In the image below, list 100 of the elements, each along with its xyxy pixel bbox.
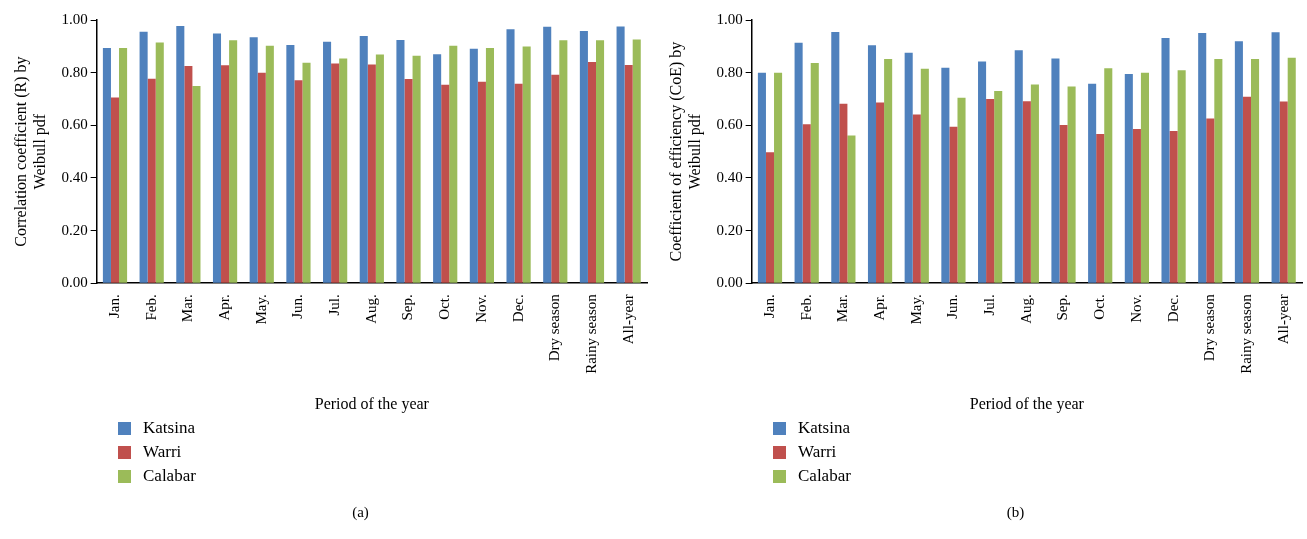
- bar: [802, 124, 811, 283]
- x-tick-label: Apr.: [216, 294, 232, 321]
- x-axis-title: Period of the year: [314, 394, 430, 413]
- bar: [1198, 32, 1207, 283]
- bar: [757, 72, 766, 283]
- bar: [294, 80, 303, 283]
- bar: [192, 86, 201, 283]
- x-tick-label: May.: [252, 294, 269, 325]
- bar: [839, 103, 848, 283]
- bar: [1124, 73, 1133, 283]
- x-tick-label: Aug.: [1017, 294, 1034, 324]
- y-tick-label: 0.40: [716, 168, 743, 185]
- bar: [212, 33, 222, 283]
- bar: [1169, 131, 1178, 283]
- bar: [616, 26, 625, 283]
- legend-label: Warri: [143, 442, 182, 462]
- bar: [1051, 58, 1060, 283]
- bar: [949, 126, 958, 283]
- x-tick-label: Sep.: [1054, 294, 1071, 321]
- x-tick-label: May.: [907, 294, 924, 325]
- bar: [359, 36, 368, 283]
- bar: [632, 39, 641, 283]
- x-tick-label: Apr.: [871, 294, 887, 321]
- bar: [1271, 32, 1280, 283]
- bar: [1279, 101, 1288, 283]
- x-tick-label: Feb.: [142, 294, 159, 321]
- bar: [876, 102, 885, 283]
- bar: [596, 40, 605, 283]
- x-tick-label: Nov.: [472, 294, 489, 323]
- x-tick-label: Sep.: [399, 294, 416, 321]
- bar: [506, 29, 515, 283]
- bar: [1030, 84, 1039, 283]
- bar: [986, 98, 995, 283]
- y-tick-label: 0.60: [716, 116, 743, 133]
- bar: [1059, 125, 1068, 283]
- bar: [323, 41, 332, 283]
- bar: [774, 72, 783, 283]
- bar: [1067, 86, 1076, 283]
- bar: [1206, 118, 1215, 283]
- bar: [920, 68, 929, 283]
- x-tick-label: Rainy season: [582, 293, 599, 374]
- y-axis-title: Correlation coefficient (R) by Weibull pdf: [11, 56, 49, 247]
- x-tick-label: Oct.: [436, 294, 453, 320]
- bar: [265, 45, 274, 283]
- bar: [941, 67, 950, 283]
- bar: [249, 37, 258, 283]
- bar: [579, 31, 588, 283]
- x-tick-label: All-year: [619, 294, 636, 345]
- x-tick-label: Oct.: [1091, 294, 1108, 320]
- bar: [229, 40, 238, 283]
- x-axis-title: Period of the year: [969, 394, 1085, 413]
- bar: [147, 78, 156, 283]
- bar: [331, 63, 340, 283]
- x-tick-label: Dec.: [1164, 294, 1181, 323]
- x-tick-label: Jun.: [944, 294, 961, 319]
- bar: [367, 64, 376, 283]
- y-axis-title: Coefficient of efficiency (CoE) by Weibull pdf: [666, 41, 704, 262]
- bar: [624, 65, 633, 283]
- x-tick-label: Rainy season: [1237, 293, 1254, 374]
- bar: [847, 135, 856, 283]
- bar: [559, 40, 568, 283]
- bar: [884, 58, 893, 283]
- bar: [904, 52, 913, 283]
- x-tick-label: Jul.: [326, 294, 343, 316]
- bar: [1242, 96, 1251, 283]
- x-tick-label: Jan.: [105, 294, 122, 318]
- text: (b): [1005, 504, 1026, 521]
- bar: [221, 65, 230, 283]
- bar: [1022, 101, 1031, 283]
- bar: [794, 42, 803, 283]
- bar: [551, 74, 560, 283]
- x-tick-label: Nov.: [1127, 294, 1144, 323]
- bar: [957, 97, 966, 283]
- y-tick-label: 0.00: [61, 274, 88, 291]
- bar: [286, 45, 295, 283]
- bar: [412, 55, 421, 283]
- bar: [514, 83, 523, 283]
- bar: [831, 32, 840, 283]
- x-tick-label: Dec.: [509, 294, 526, 323]
- bar: [1096, 133, 1105, 283]
- bar: [339, 58, 348, 283]
- bar: [1132, 128, 1141, 283]
- bar: [257, 72, 266, 283]
- bar: [765, 152, 775, 283]
- bar: [543, 26, 552, 283]
- legend-label: Calabar: [798, 466, 851, 486]
- bar: [155, 42, 164, 283]
- legend-label: Warri: [798, 442, 837, 462]
- x-tick-label: Aug.: [362, 294, 379, 324]
- x-tick-label: Jan.: [760, 294, 777, 318]
- x-tick-label: Jun.: [289, 294, 306, 319]
- bar: [110, 97, 120, 283]
- bar: [433, 54, 442, 283]
- bar: [404, 78, 413, 283]
- bar: [449, 45, 458, 283]
- x-tick-label: Mar.: [179, 294, 196, 323]
- bar: [1177, 70, 1186, 283]
- bar: [396, 40, 405, 283]
- bar: [522, 46, 531, 283]
- bar: [587, 62, 596, 283]
